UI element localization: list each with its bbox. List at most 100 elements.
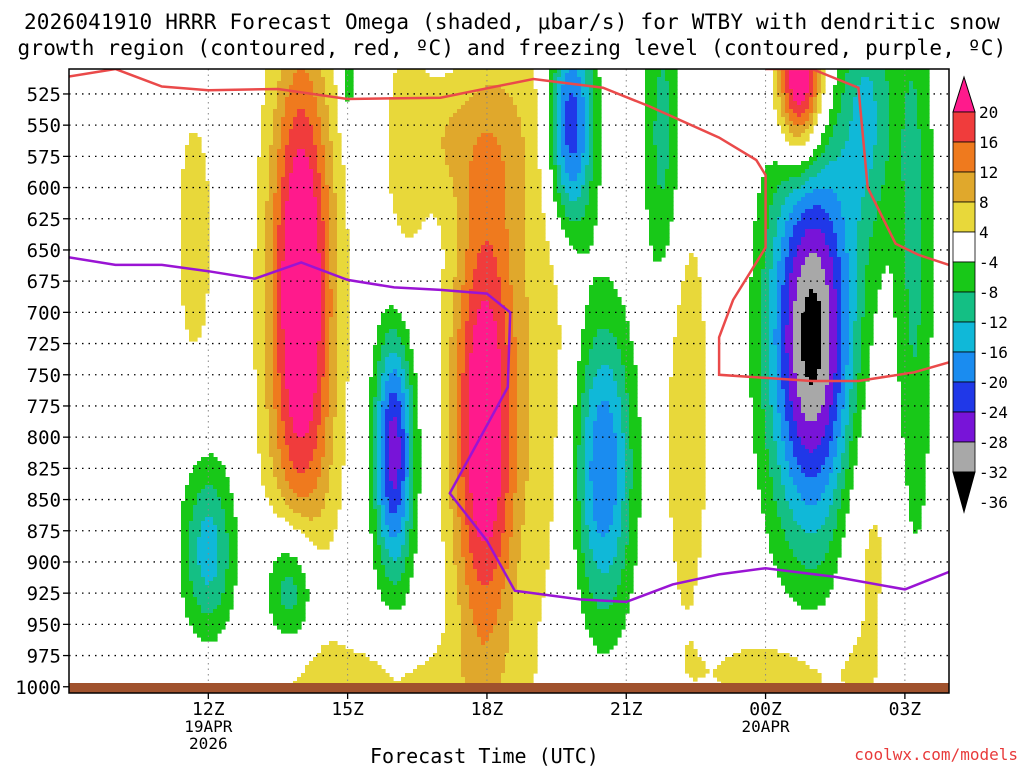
omega-cell — [325, 289, 334, 294]
omega-cell — [397, 397, 406, 402]
omega-cell — [781, 325, 786, 330]
omega-cell — [381, 357, 386, 362]
omega-cell — [573, 461, 578, 466]
omega-cell — [441, 353, 450, 358]
omega-cell — [441, 525, 454, 530]
omega-cell — [921, 313, 934, 318]
omega-cell — [389, 421, 398, 426]
omega-cell — [193, 469, 226, 474]
omega-cell — [313, 181, 322, 186]
omega-cell — [277, 161, 286, 166]
omega-cell — [273, 129, 282, 134]
omega-cell — [281, 389, 290, 394]
omega-cell — [405, 429, 410, 434]
omega-cell — [853, 369, 862, 374]
omega-cell — [197, 557, 218, 562]
omega-cell — [585, 73, 594, 78]
omega-cell — [841, 257, 850, 262]
omega-cell — [369, 477, 374, 482]
omega-cell — [585, 425, 594, 430]
omega-cell — [469, 393, 502, 398]
omega-cell — [461, 625, 478, 630]
omega-cell — [593, 145, 602, 150]
omega-cell — [509, 489, 518, 494]
omega-cell — [773, 161, 778, 166]
omega-cell — [805, 97, 810, 102]
omega-cell — [293, 525, 338, 530]
omega-cell — [317, 205, 322, 210]
omega-cell — [789, 505, 830, 510]
omega-cell — [501, 409, 510, 414]
omega-cell — [549, 157, 554, 162]
omega-cell — [277, 321, 282, 326]
omega-cell — [845, 365, 854, 370]
omega-cell — [549, 105, 554, 110]
omega-cell — [905, 281, 922, 286]
omega-cell — [397, 329, 410, 334]
omega-cell — [489, 637, 510, 642]
omega-cell — [217, 537, 230, 542]
omega-cell — [457, 329, 466, 334]
omega-cell — [585, 465, 590, 470]
omega-cell — [901, 417, 930, 422]
omega-cell — [317, 345, 326, 350]
omega-cell — [597, 413, 614, 418]
omega-cell — [285, 153, 298, 158]
omega-cell — [673, 517, 702, 522]
omega-cell — [457, 357, 466, 362]
omega-cell — [749, 293, 762, 298]
omega-cell — [921, 129, 934, 134]
omega-cell — [513, 493, 526, 498]
omega-cell — [281, 269, 322, 274]
omega-cell — [477, 141, 498, 146]
omega-cell — [793, 477, 830, 482]
omega-cell — [765, 229, 778, 234]
omega-cell — [877, 113, 890, 118]
omega-cell — [773, 105, 782, 110]
omega-cell — [441, 441, 450, 446]
omega-cell — [749, 317, 762, 322]
omega-cell — [329, 389, 338, 394]
omega-cell — [585, 145, 590, 150]
omega-cell — [901, 409, 930, 414]
omega-cell — [593, 553, 618, 558]
omega-cell — [285, 469, 298, 474]
omega-cell — [445, 261, 458, 266]
omega-cell — [329, 393, 338, 398]
omega-cell — [841, 101, 854, 106]
omega-cell — [785, 533, 834, 538]
omega-cell — [689, 641, 694, 646]
omega-cell — [577, 197, 590, 202]
omega-cell — [825, 517, 838, 522]
omega-cell — [581, 513, 586, 518]
omega-cell — [517, 433, 530, 438]
omega-cell — [781, 333, 786, 338]
omega-cell — [501, 541, 510, 546]
omega-cell — [813, 73, 818, 78]
omega-cell — [861, 333, 874, 338]
omega-cell — [841, 209, 862, 214]
omega-cell — [477, 533, 494, 538]
omega-cell — [585, 309, 626, 314]
omega-cell — [829, 253, 838, 258]
omega-cell — [261, 109, 274, 114]
omega-cell — [321, 129, 330, 134]
omega-cell — [445, 565, 458, 570]
omega-cell — [281, 213, 286, 218]
omega-cell — [273, 369, 278, 374]
omega-cell — [585, 509, 594, 514]
omega-cell — [509, 537, 522, 542]
omega-cell — [189, 573, 202, 578]
omega-cell — [261, 129, 274, 134]
omega-cell — [817, 529, 834, 534]
omega-cell — [593, 377, 614, 382]
omega-cell — [409, 513, 414, 518]
omega-cell — [281, 69, 298, 74]
omega-cell — [785, 397, 790, 402]
omega-cell — [285, 429, 294, 434]
omega-cell — [389, 525, 402, 530]
omega-cell — [525, 249, 550, 254]
omega-cell — [309, 157, 318, 162]
omega-cell — [281, 121, 294, 126]
omega-cell — [373, 349, 382, 354]
